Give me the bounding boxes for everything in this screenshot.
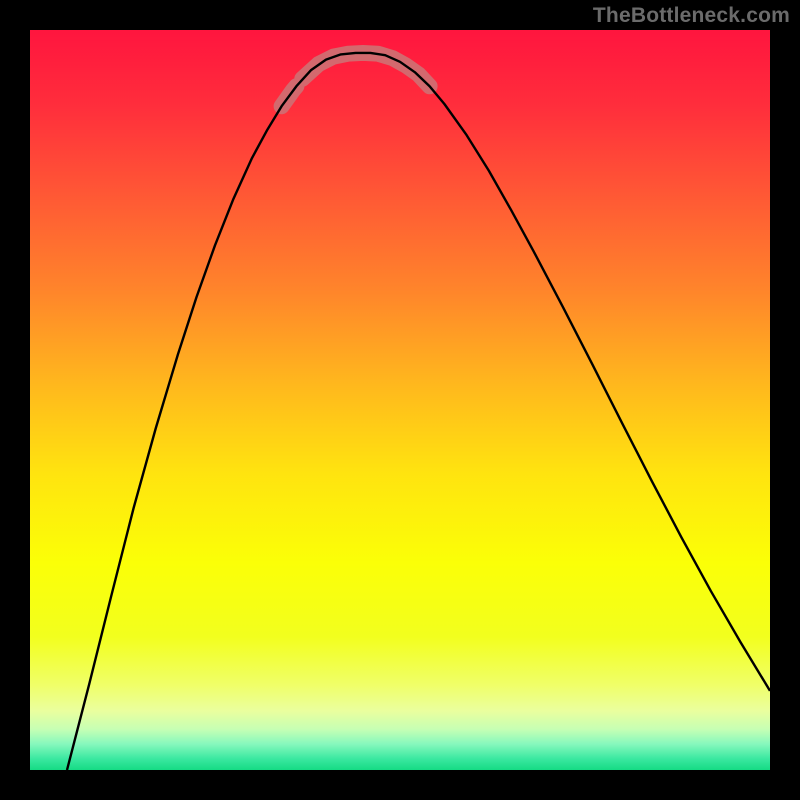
gradient-background — [30, 30, 770, 770]
plot-area — [30, 30, 770, 770]
chart-svg — [30, 30, 770, 770]
chart-canvas: TheBottleneck.com — [0, 0, 800, 800]
watermark-text: TheBottleneck.com — [593, 4, 790, 28]
